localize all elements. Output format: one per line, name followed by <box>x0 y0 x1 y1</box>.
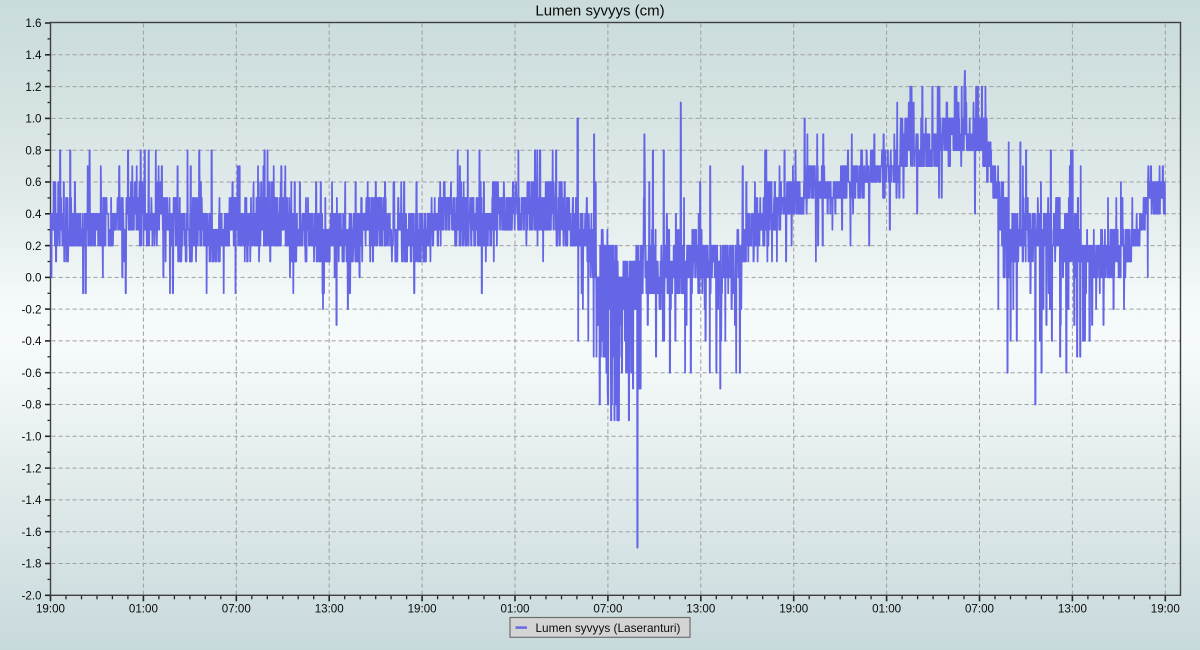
svg-text:07:00: 07:00 <box>965 602 994 615</box>
svg-text:13:00: 13:00 <box>686 602 715 615</box>
svg-text:Lumen syvyys (Laseranturi): Lumen syvyys (Laseranturi) <box>536 621 681 635</box>
svg-text:0.0: 0.0 <box>25 272 41 285</box>
svg-text:-1.2: -1.2 <box>22 462 42 475</box>
svg-text:1.0: 1.0 <box>25 113 41 126</box>
svg-text:-1.6: -1.6 <box>22 526 42 539</box>
svg-text:1.6: 1.6 <box>25 17 41 30</box>
svg-text:-0.2: -0.2 <box>22 303 42 316</box>
svg-text:13:00: 13:00 <box>315 602 344 615</box>
svg-text:0.8: 0.8 <box>25 144 41 157</box>
svg-text:1.2: 1.2 <box>25 81 41 94</box>
svg-text:07:00: 07:00 <box>222 602 251 615</box>
svg-text:19:00: 19:00 <box>36 602 65 615</box>
svg-text:0.2: 0.2 <box>25 240 41 253</box>
svg-text:0.6: 0.6 <box>25 176 41 189</box>
svg-text:01:00: 01:00 <box>500 602 529 615</box>
svg-text:07:00: 07:00 <box>593 602 622 615</box>
svg-text:-1.4: -1.4 <box>22 494 43 507</box>
svg-text:-0.8: -0.8 <box>22 399 42 412</box>
svg-text:0.4: 0.4 <box>25 208 42 221</box>
svg-text:Lumen syvyys (cm): Lumen syvyys (cm) <box>535 3 664 20</box>
svg-text:01:00: 01:00 <box>872 602 901 615</box>
svg-text:13:00: 13:00 <box>1058 602 1087 615</box>
svg-text:19:00: 19:00 <box>1151 602 1180 615</box>
svg-text:19:00: 19:00 <box>779 602 808 615</box>
svg-text:-2.0: -2.0 <box>22 590 42 603</box>
svg-text:01:00: 01:00 <box>129 602 158 615</box>
svg-text:-0.6: -0.6 <box>22 367 42 380</box>
svg-text:19:00: 19:00 <box>408 602 437 615</box>
svg-text:-0.4: -0.4 <box>22 335 43 348</box>
svg-text:-1.0: -1.0 <box>22 431 42 444</box>
svg-text:1.4: 1.4 <box>25 49 42 62</box>
svg-text:-1.8: -1.8 <box>22 558 42 571</box>
